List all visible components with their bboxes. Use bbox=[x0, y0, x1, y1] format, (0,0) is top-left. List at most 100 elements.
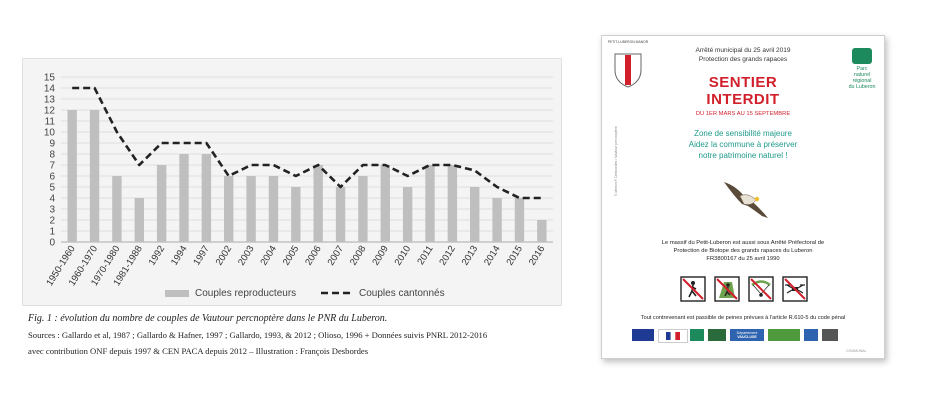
x-tick-label: 1992 bbox=[147, 244, 168, 268]
bar bbox=[112, 176, 122, 242]
x-tick-label: 1994 bbox=[169, 244, 190, 268]
x-tick-label: 2016 bbox=[527, 244, 548, 268]
illustration-credit: © dessin F. Desbordes / Vautour percnopt… bbox=[614, 126, 618, 196]
vaucluse-logo: Département VAUCLUSE bbox=[730, 329, 764, 341]
y-tick-label: 3 bbox=[49, 205, 55, 216]
bar bbox=[492, 198, 502, 242]
figure-caption: Fig. 1 : évolution du nombre de couples … bbox=[28, 313, 388, 324]
park-name-line: Parc bbox=[856, 66, 868, 72]
bar bbox=[179, 154, 189, 242]
biotope-line: Le massif du Petit-Luberon est aussi sou… bbox=[661, 240, 825, 246]
bar bbox=[67, 110, 77, 242]
x-tick-label: 2011 bbox=[415, 244, 435, 267]
biotope-line: Protection de Biotope des grands rapaces… bbox=[673, 248, 813, 254]
zone-line: Aidez la commune à préserver bbox=[688, 140, 798, 149]
park-house-icon bbox=[852, 48, 872, 64]
zone-line: Zone de sensibilité majeure bbox=[694, 129, 792, 138]
sign-title-line: SENTIER bbox=[708, 74, 778, 91]
tricolour-icon bbox=[666, 332, 680, 340]
x-tick-label: 1997 bbox=[191, 244, 212, 268]
y-tick-label: 13 bbox=[44, 95, 56, 106]
y-tick-label: 9 bbox=[49, 139, 55, 150]
y-tick-label: 6 bbox=[49, 172, 55, 183]
x-tick-label: 2008 bbox=[348, 244, 369, 268]
figure-sources: Sources : Gallardo et al, 1987 ; Gallard… bbox=[28, 330, 488, 340]
series-line bbox=[72, 86, 542, 200]
figure-contributions: avec contribution ONF depuis 1997 & CEN … bbox=[28, 346, 369, 356]
x-tick-label: 2003 bbox=[236, 244, 257, 268]
shield-label: PETIT-LUBERON MANOR bbox=[607, 40, 649, 44]
penal-code-notice: Tout contrevenant est passible de peines… bbox=[640, 315, 846, 321]
park-name-line: du Luberon bbox=[848, 84, 876, 90]
x-tick-label: 2004 bbox=[258, 244, 279, 268]
y-tick-label: 4 bbox=[49, 194, 55, 205]
biotope-decree-text: Le massif du Petit-Luberon est aussi sou… bbox=[602, 239, 884, 263]
stamp: COMMUNAL bbox=[846, 349, 867, 353]
no-hiking-icon bbox=[680, 276, 706, 302]
natura-logo-icon bbox=[804, 329, 818, 341]
bar bbox=[335, 187, 346, 242]
park-logo: Parc naturel régional du Luberon bbox=[847, 48, 877, 90]
no-paragliding-icon bbox=[748, 276, 774, 302]
bar bbox=[224, 176, 234, 242]
sensitivity-zone-text: Zone de sensibilité majeure Aidez la com… bbox=[602, 128, 884, 161]
sign-title-line: INTERDIT bbox=[706, 91, 780, 108]
y-tick-label: 0 bbox=[49, 238, 55, 249]
bar bbox=[402, 187, 413, 242]
bar bbox=[537, 220, 547, 242]
onf-logo-icon bbox=[708, 329, 726, 341]
regional-logo-icon bbox=[768, 329, 800, 341]
x-tick-label: 2012 bbox=[437, 244, 458, 268]
y-tick-label: 12 bbox=[44, 106, 56, 117]
bar bbox=[268, 176, 279, 242]
zone-line: notre patrimoine naturel ! bbox=[698, 151, 788, 160]
bar bbox=[358, 176, 368, 242]
biotope-line: FR3800167 du 25 avril 1990 bbox=[706, 256, 780, 262]
x-tick-label: 2013 bbox=[460, 244, 481, 268]
republique-francaise-icon bbox=[658, 329, 688, 343]
legend-label: Couples reproducteurs bbox=[195, 288, 296, 299]
trail-closed-sign: PETIT-LUBERON MANOR Arrêté municipal du … bbox=[601, 35, 885, 359]
bar bbox=[201, 154, 212, 242]
bar bbox=[313, 165, 323, 242]
bar-line-chart: 01234567891011121314151950-19601960-1970… bbox=[44, 73, 553, 299]
decree-line: Arrêté municipal du 25 avril 2019 bbox=[695, 47, 791, 54]
vulture-icon bbox=[724, 182, 768, 218]
x-tick-label: 2009 bbox=[370, 244, 391, 268]
coat-of-arms-icon bbox=[614, 53, 642, 88]
x-tick-label: 2007 bbox=[326, 244, 347, 268]
bar bbox=[134, 198, 144, 242]
chart-panel: 0 1 2 3 4 5 6 7 8 9 10 11 12 13 14 15 1950-1960 1960-1970… bbox=[22, 58, 562, 306]
y-tick-label: 7 bbox=[49, 161, 55, 172]
unesco-logo-icon bbox=[822, 329, 838, 341]
bar bbox=[514, 198, 525, 242]
no-climbing-icon bbox=[714, 276, 740, 302]
eu-flag-icon bbox=[632, 329, 654, 341]
park-name-line: naturel bbox=[853, 72, 871, 78]
y-tick-label: 1 bbox=[49, 227, 55, 238]
x-tick-label: 2002 bbox=[214, 244, 235, 268]
bar bbox=[425, 165, 435, 242]
park-name-line: régional bbox=[852, 78, 872, 84]
x-tick-label: 2010 bbox=[393, 244, 414, 268]
y-tick-label: 5 bbox=[49, 183, 55, 194]
park-small-logo-icon bbox=[690, 329, 704, 341]
y-tick-label: 11 bbox=[45, 117, 56, 128]
bar bbox=[246, 176, 256, 242]
y-tick-label: 8 bbox=[49, 150, 55, 161]
bar bbox=[380, 165, 390, 242]
prohibition-pictograms bbox=[680, 276, 808, 306]
vaucluse-label: Département bbox=[736, 331, 758, 335]
bar bbox=[156, 165, 167, 242]
x-tick-label: 2014 bbox=[482, 244, 503, 268]
decree-text: Arrêté municipal du 25 avril 2019 Protec… bbox=[602, 46, 884, 64]
y-tick-label: 2 bbox=[49, 216, 55, 227]
x-tick-label: 2015 bbox=[504, 244, 525, 268]
decree-subline: Protection des grands rapaces bbox=[698, 56, 788, 63]
partner-logos: Département VAUCLUSE bbox=[632, 329, 864, 343]
vaucluse-label: VAUCLUSE bbox=[737, 335, 757, 339]
y-tick-label: 14 bbox=[44, 84, 56, 95]
no-drone-icon bbox=[782, 276, 808, 302]
closure-period: DU 1ER MARS AU 15 SEPTEMBRE bbox=[695, 111, 791, 117]
bar bbox=[89, 110, 100, 242]
